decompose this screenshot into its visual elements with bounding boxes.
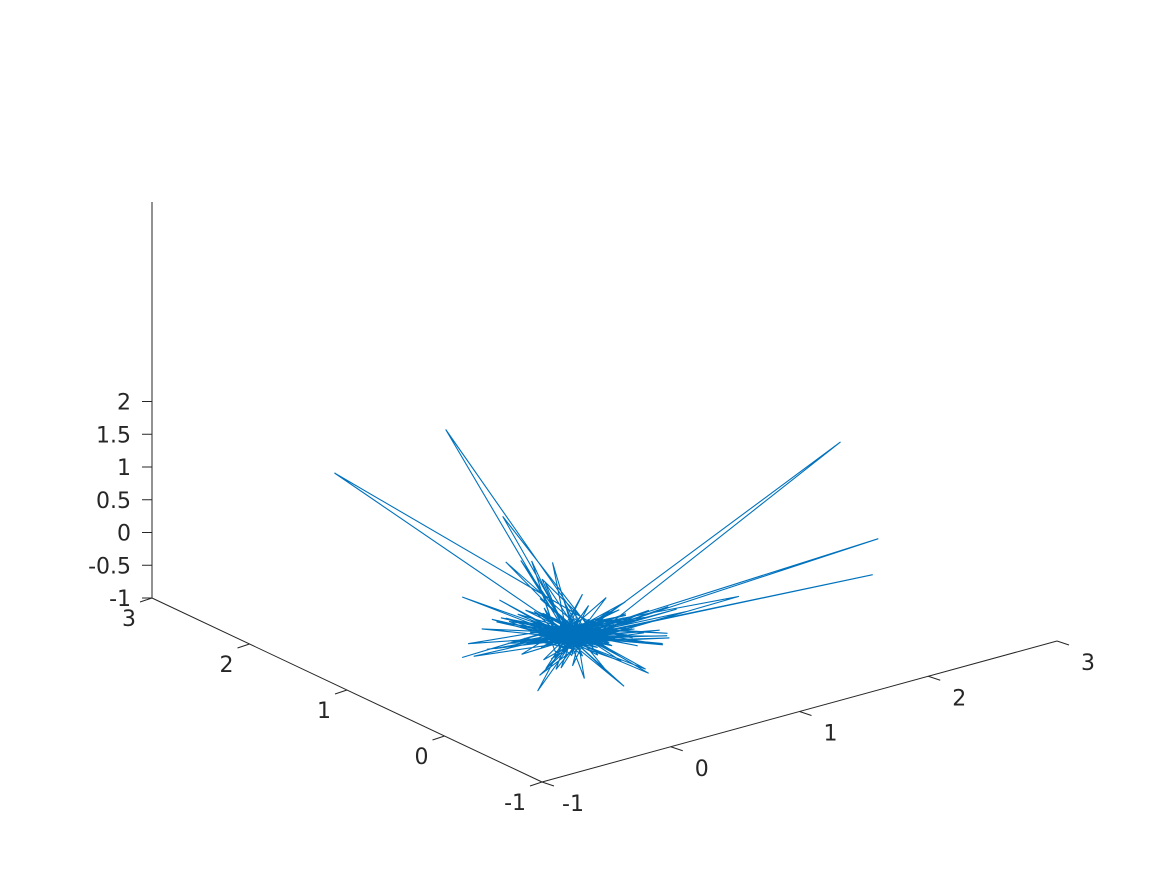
series-line <box>334 429 879 692</box>
y-tick-label: 3 <box>122 607 136 632</box>
axes-group <box>139 202 1070 787</box>
z-tick-label: 1.5 <box>96 423 131 448</box>
z-tick-label: 1 <box>117 456 131 481</box>
x-tick-mark <box>928 675 941 681</box>
z-tick-label: 2 <box>117 391 131 416</box>
z-tick-label: -1 <box>109 587 131 612</box>
z-tick-label: -0.5 <box>88 554 131 579</box>
x-tick-label: 0 <box>695 757 709 782</box>
y-tick-mark <box>139 597 153 603</box>
y-tick-label: 0 <box>415 745 429 770</box>
x-tick-label: -1 <box>562 792 584 817</box>
y-tick-mark <box>529 781 543 787</box>
y-tick-label: 2 <box>220 653 234 678</box>
x-tick-mark <box>541 781 555 787</box>
x-tick-label: 1 <box>824 722 838 747</box>
y-tick-mark <box>432 735 445 741</box>
x-tick-mark <box>1056 640 1070 646</box>
y-tick-label: 1 <box>317 699 331 724</box>
data-line <box>334 429 879 692</box>
x-tick-label: 3 <box>1081 651 1095 676</box>
y-tick-label: -1 <box>504 791 526 816</box>
z-tick-label: 0 <box>117 522 131 547</box>
x-tick-mark <box>670 746 683 752</box>
x-tick-mark <box>799 711 812 716</box>
tick-labels: -1 -0.5 0 0.5 1 1.5 2 -1 0 1 2 3 -1 0 1 … <box>88 391 1095 818</box>
z-tick-label: 0.5 <box>96 489 131 514</box>
y-tick-mark <box>334 689 348 695</box>
x-tick-label: 2 <box>952 686 966 711</box>
y-tick-mark <box>237 643 250 649</box>
tick-marks <box>139 401 1070 787</box>
